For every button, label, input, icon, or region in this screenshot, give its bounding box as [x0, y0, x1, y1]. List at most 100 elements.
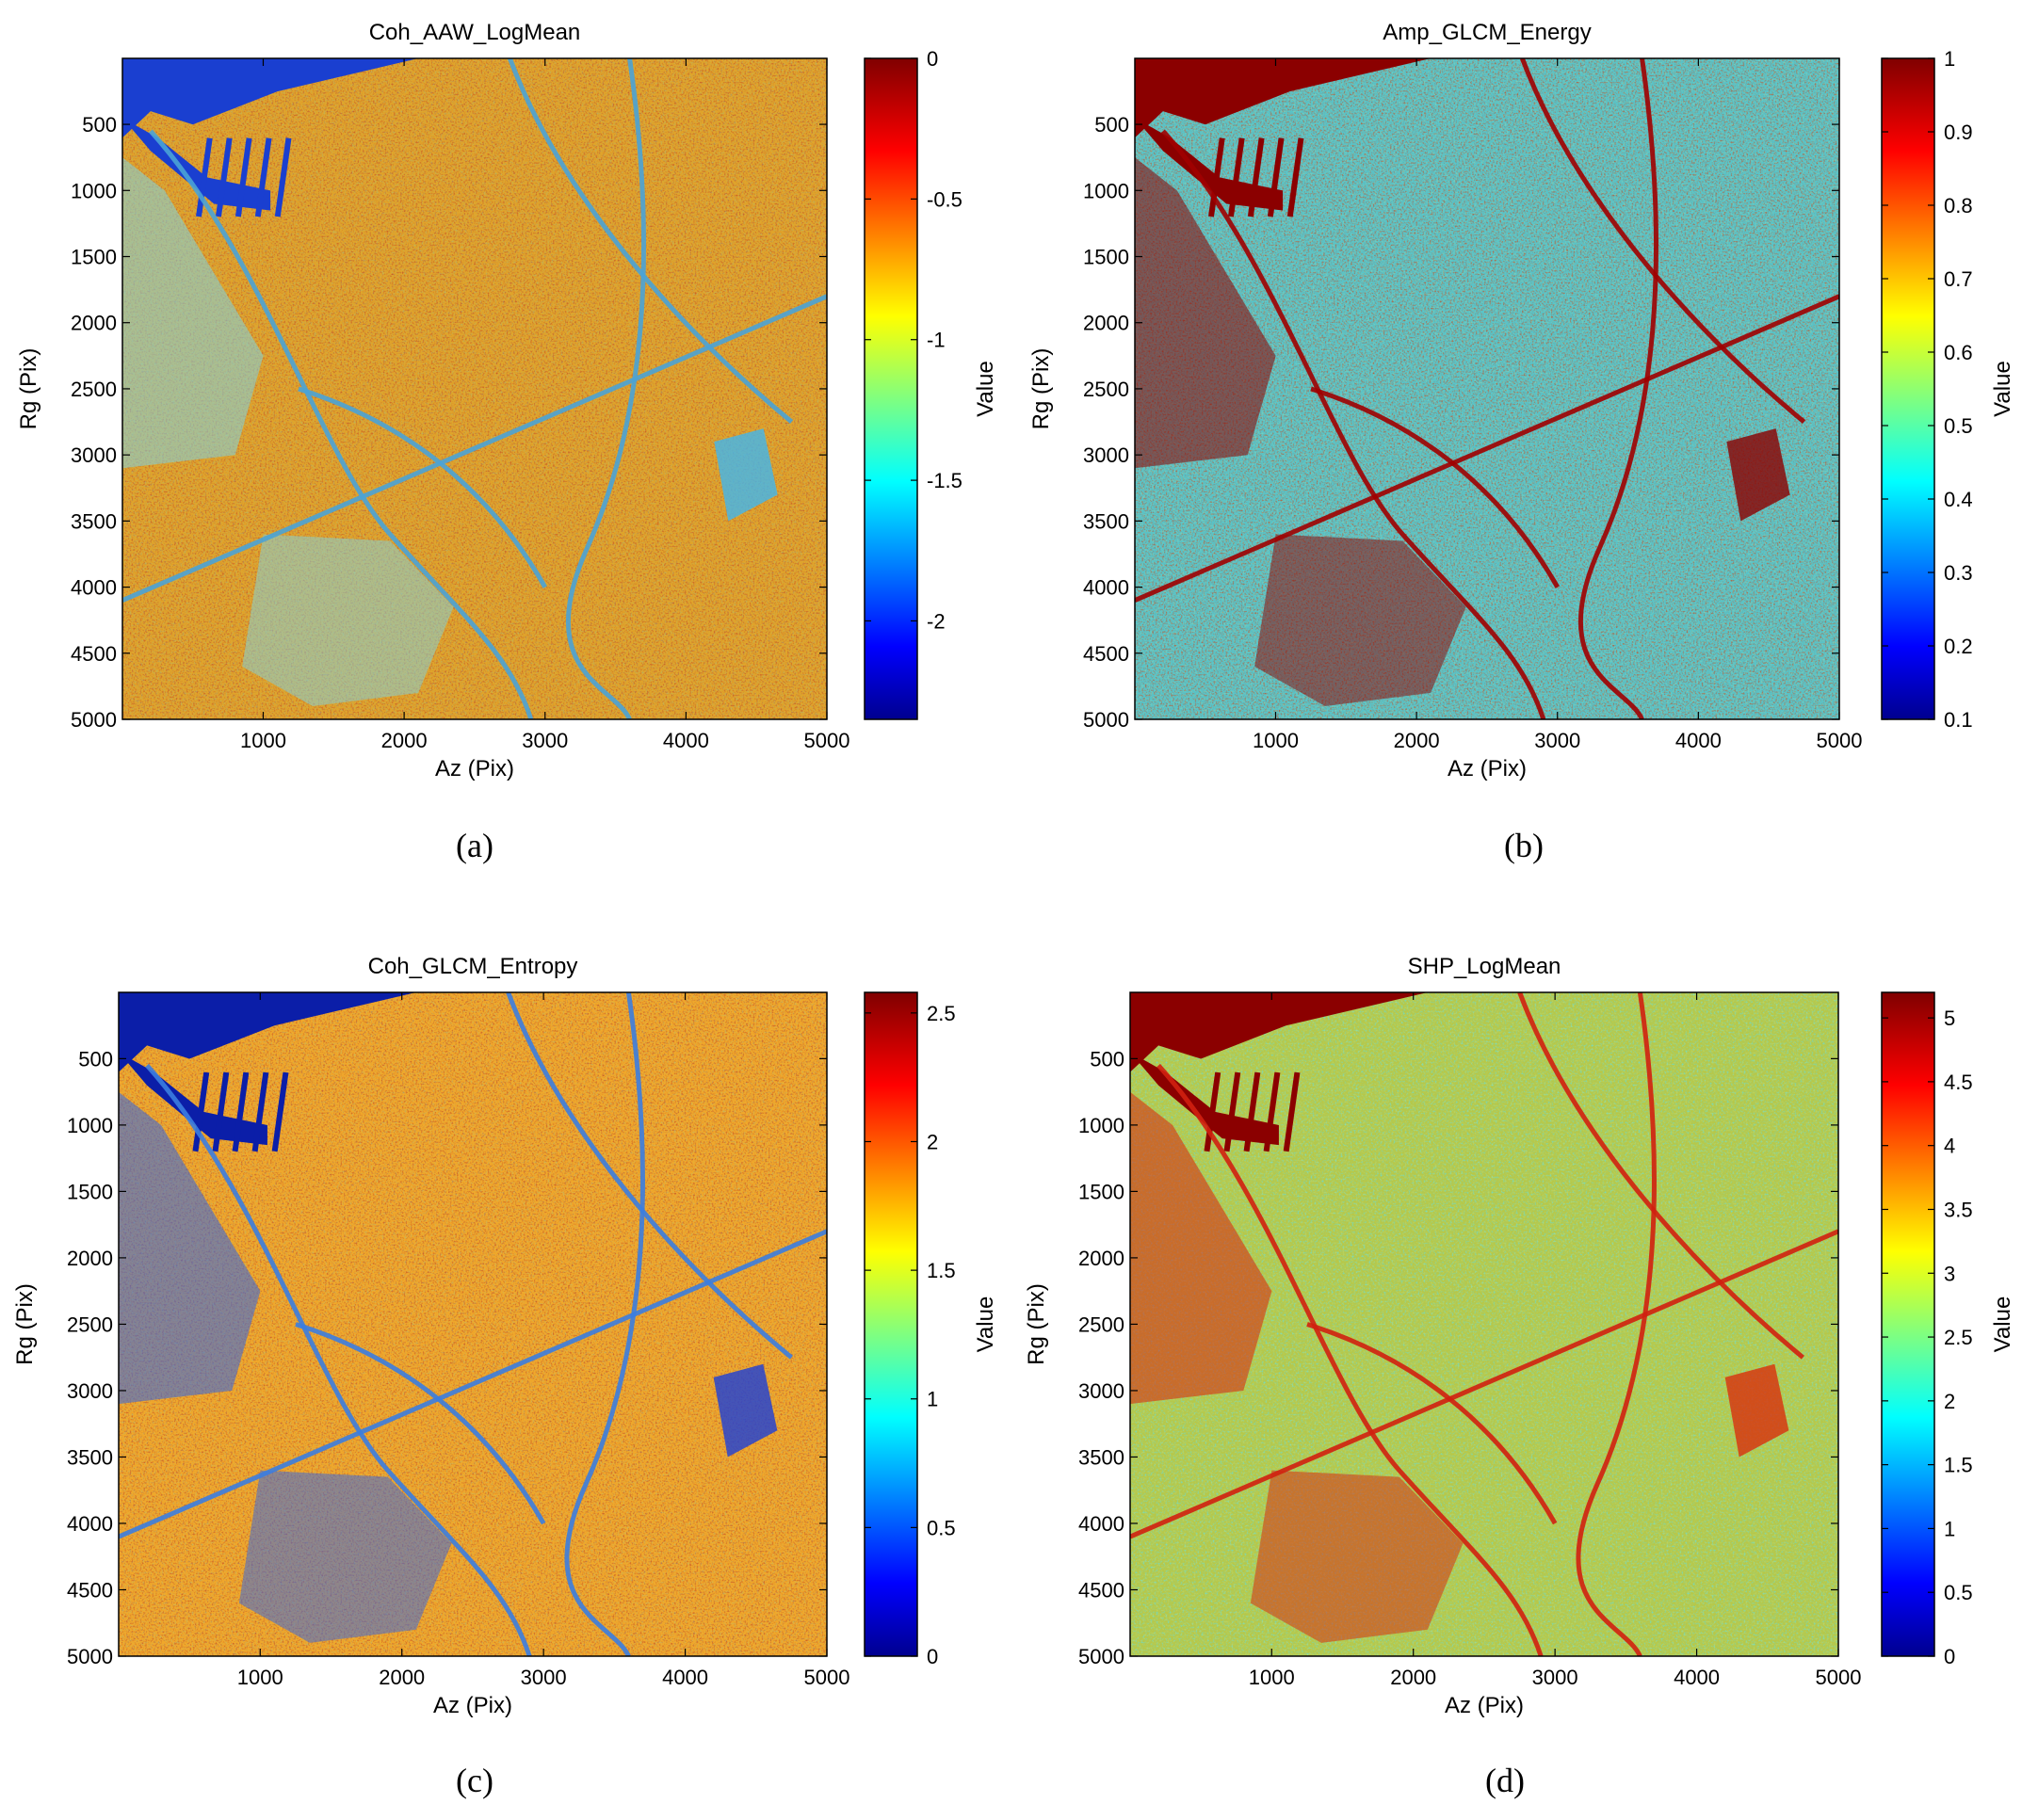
heatmap-image	[1130, 992, 1838, 1656]
y-tick-label: 3000	[1083, 443, 1129, 467]
y-tick-label: 3500	[1083, 509, 1129, 533]
x-tick-label: 2000	[1390, 1666, 1436, 1689]
y-tick-label: 2500	[1078, 1313, 1124, 1336]
colorbar-tick-label: 5	[1944, 1007, 1955, 1030]
y-tick-label: 3000	[1078, 1379, 1124, 1403]
y-tick-label: 1000	[1083, 179, 1129, 202]
panel-d: SHP_LogMean 1000 2000 3000 4000 5000 500 1000 1 5…	[1024, 954, 2015, 1799]
x-tick-label: 2000	[1394, 729, 1440, 752]
heatmap-image	[119, 992, 827, 1656]
colorbar-label: Value	[973, 361, 998, 417]
y-tick-label: 2000	[67, 1247, 113, 1270]
y-axis-label: Rg (Pix)	[16, 348, 41, 430]
y-tick-label: 1500	[67, 1180, 113, 1203]
y-tick-label: 4500	[67, 1578, 113, 1602]
colorbar-tick-label: 1	[1944, 47, 1955, 71]
y-tick-label: 3500	[1078, 1445, 1124, 1469]
x-tick-label: 5000	[1816, 1666, 1862, 1689]
panel-title: Coh_AAW_LogMean	[369, 20, 581, 45]
y-tick-label: 5000	[71, 708, 117, 732]
colorbar-tick-label: 0.7	[1944, 267, 1973, 291]
colorbar-tick-label: 1.5	[1944, 1454, 1973, 1477]
panel-title: Coh_GLCM_Entropy	[368, 954, 578, 979]
y-tick-label: 2000	[1083, 312, 1129, 335]
x-tick-label: 4000	[1675, 729, 1722, 752]
y-tick-label: 3500	[71, 509, 117, 533]
colorbar-tick-label: -1	[927, 329, 946, 352]
panel-title: SHP_LogMean	[1408, 954, 1561, 979]
x-tick-label: 5000	[804, 729, 850, 752]
y-tick-label: 4500	[71, 642, 117, 666]
x-tick-label: 2000	[379, 1666, 425, 1689]
x-tick-label: 4000	[663, 729, 709, 752]
y-tick-label: 500	[1090, 1047, 1124, 1071]
y-tick-label: 4500	[1083, 642, 1129, 666]
heatmap-image	[1135, 58, 1839, 719]
colorbar-tick-label: 0.3	[1944, 561, 1973, 585]
y-tick-label: 5000	[67, 1645, 113, 1668]
colorbar-label: Value	[1990, 361, 2015, 417]
colorbar-tick-label: 1.5	[927, 1259, 956, 1282]
y-tick-label: 1000	[1078, 1114, 1124, 1137]
x-tick-label: 2000	[381, 729, 428, 752]
x-tick-label: 3000	[521, 1666, 567, 1689]
y-tick-label: 1500	[71, 246, 117, 269]
colorbar-tick-label: -1.5	[927, 469, 962, 492]
x-tick-label: 4000	[1674, 1666, 1720, 1689]
colorbar-tick-label: 2.5	[927, 1002, 956, 1025]
colorbar-tick-label: -0.5	[927, 187, 962, 211]
x-tick-label: 4000	[662, 1666, 708, 1689]
y-tick-label: 500	[82, 113, 117, 137]
colorbar	[864, 57, 918, 720]
colorbar-tick-label: 0.9	[1944, 121, 1973, 144]
colorbar-tick-label: 0.6	[1944, 341, 1973, 364]
panel-c: Coh_GLCM_Entropy 1000 2000 3000 4000 5000 500 1…	[12, 954, 998, 1799]
y-tick-label: 2000	[71, 312, 117, 335]
colorbar-tick-label: 2	[1944, 1390, 1955, 1413]
colorbar-tick-label: 2	[927, 1130, 938, 1153]
y-tick-label: 2000	[1078, 1247, 1124, 1270]
colorbar-tick-label: 3	[1944, 1262, 1955, 1285]
colorbar-tick-label: 0	[927, 1645, 938, 1668]
x-axis-label: Az (Pix)	[433, 1693, 512, 1718]
y-tick-label: 3000	[71, 443, 117, 467]
panel-title: Amp_GLCM_Energy	[1383, 20, 1591, 45]
x-axis-label: Az (Pix)	[1445, 1693, 1524, 1718]
colorbar-tick-label: 1	[927, 1388, 938, 1411]
y-tick-label: 2500	[1083, 378, 1129, 401]
x-tick-label: 1000	[1249, 1666, 1295, 1689]
colorbar-tick-label: 0.4	[1944, 488, 1973, 511]
y-tick-label: 4500	[1078, 1578, 1124, 1602]
colorbar-tick-label: 4	[1944, 1135, 1955, 1158]
y-tick-label: 1000	[71, 179, 117, 202]
colorbar-tick-label: 1	[1944, 1517, 1955, 1540]
colorbar-tick-label: 0.5	[927, 1516, 956, 1539]
x-tick-label: 3000	[1532, 1666, 1578, 1689]
y-axis-label: Rg (Pix)	[1028, 348, 1054, 430]
colorbar	[1881, 57, 1935, 720]
heatmap-image	[122, 58, 827, 719]
y-tick-label: 4000	[1078, 1512, 1124, 1536]
x-tick-label: 1000	[240, 729, 286, 752]
colorbar-tick-label: 0.1	[1944, 708, 1973, 732]
colorbar	[1881, 991, 1935, 1657]
colorbar-tick-label: 3.5	[1944, 1198, 1973, 1221]
x-tick-label: 1000	[237, 1666, 283, 1689]
colorbar-tick-label: 0.2	[1944, 635, 1973, 658]
colorbar-tick-label: 0.5	[1944, 414, 1973, 438]
y-tick-label: 4000	[1083, 576, 1129, 600]
x-tick-label: 1000	[1253, 729, 1299, 752]
colorbar-label: Value	[1990, 1297, 2015, 1353]
y-axis-label: Rg (Pix)	[1024, 1283, 1049, 1365]
colorbar-tick-label: 4.5	[1944, 1071, 1973, 1094]
y-tick-label: 1000	[67, 1114, 113, 1137]
colorbar-tick-label: 0	[927, 47, 938, 71]
colorbar-tick-label: 0.8	[1944, 194, 1973, 217]
panel-caption: (d)	[1485, 1762, 1525, 1799]
y-tick-label: 5000	[1083, 708, 1129, 732]
panel-a: Coh_AAW_LogMean 1000 2000 3000 4000 5000 500 10…	[16, 20, 998, 864]
x-tick-label: 3000	[522, 729, 568, 752]
y-axis-label: Rg (Pix)	[12, 1283, 38, 1365]
